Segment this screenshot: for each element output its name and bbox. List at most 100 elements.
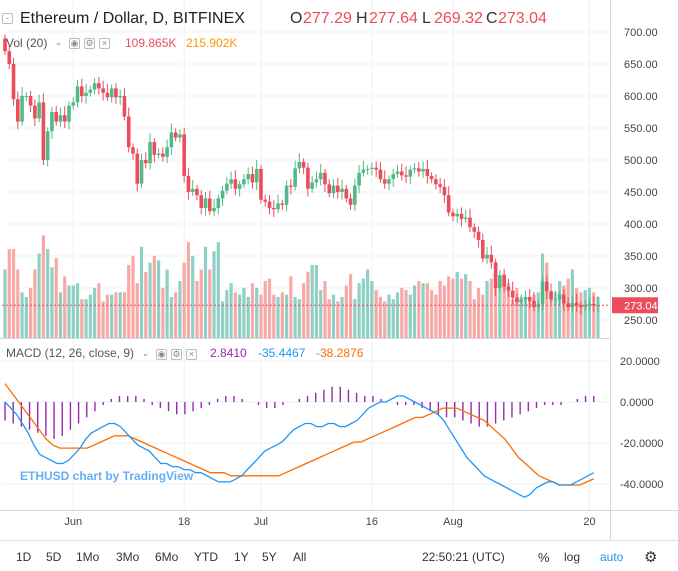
candle-body <box>387 179 391 184</box>
candle-body <box>122 96 127 117</box>
volume-bar <box>293 296 297 338</box>
auto-toggle[interactable]: auto <box>600 550 624 564</box>
volume-bar <box>336 301 340 338</box>
candle-body <box>412 168 417 170</box>
eye-icon[interactable]: ◉ <box>156 349 167 360</box>
volume-bar <box>528 296 532 338</box>
volume-bar <box>361 278 365 338</box>
gear-icon[interactable]: ⚙ <box>84 38 95 49</box>
candle-body <box>246 174 250 180</box>
volume-bar <box>519 296 523 338</box>
macd-tick-label: -20.0000 <box>620 438 663 450</box>
candle-body <box>165 147 169 157</box>
candle-body <box>374 167 378 170</box>
candle-body <box>472 227 477 232</box>
candle-body <box>591 304 596 306</box>
range-1y[interactable]: 1Y <box>234 550 249 564</box>
chevron-down-icon[interactable]: ⌄ <box>141 348 150 358</box>
candle-body <box>276 203 280 210</box>
candle-body <box>259 168 263 200</box>
volume-bar <box>442 285 447 338</box>
volume-bar <box>592 292 596 338</box>
range-1d[interactable]: 1D <box>16 550 32 564</box>
volume-bar <box>212 251 216 338</box>
volume-bar <box>327 299 331 338</box>
candle-body <box>540 281 545 304</box>
range-1mo[interactable]: 1Mo <box>76 550 100 564</box>
candle-body <box>408 169 413 177</box>
volume-bar <box>348 274 353 338</box>
volume-bar <box>447 276 451 338</box>
chevron-down-icon[interactable]: ⌄ <box>54 37 63 47</box>
volume-bar <box>438 280 442 338</box>
collapse-icon[interactable]: - <box>2 13 13 24</box>
candle-body <box>84 92 88 96</box>
low-value: 269.32 <box>434 10 483 27</box>
volume-bar <box>127 264 131 338</box>
volume-bar <box>37 253 41 338</box>
volume-bar <box>118 292 122 338</box>
volume-bar <box>302 283 306 338</box>
gear-icon[interactable]: ⚙ <box>171 349 182 360</box>
volume-bar <box>494 283 498 338</box>
volume-bar <box>536 292 540 338</box>
macd-value: -35.4467 <box>258 346 306 360</box>
volume-bar <box>289 276 293 338</box>
candle-body <box>135 153 140 184</box>
volume-bar <box>366 269 370 338</box>
eye-icon[interactable]: ◉ <box>69 38 80 49</box>
volume-bar <box>579 292 583 338</box>
candle-body <box>242 179 246 185</box>
close-icon[interactable]: × <box>99 38 110 49</box>
range-5y[interactable]: 5Y <box>262 550 277 564</box>
candle-body <box>353 185 357 205</box>
volume-bar <box>208 269 212 338</box>
candle-body <box>404 175 408 177</box>
range-all[interactable]: All <box>293 550 307 564</box>
utc-clock[interactable]: 22:50:21 (UTC) <box>422 550 505 564</box>
candle-body <box>331 185 336 194</box>
volume-bar <box>250 283 255 338</box>
volume-bar <box>54 258 58 338</box>
volume-legend-label[interactable]: Vol (20) <box>6 36 48 50</box>
candle-body <box>229 179 233 184</box>
candle-body <box>510 290 515 298</box>
candle-body <box>169 132 174 148</box>
percent-toggle[interactable]: % <box>538 550 550 565</box>
volume-bar <box>182 262 186 338</box>
range-3mo[interactable]: 3Mo <box>116 550 140 564</box>
candle-body <box>101 88 105 93</box>
volume-bar <box>58 292 63 338</box>
macd-legend-label[interactable]: MACD (12, 26, close, 9) <box>6 346 135 360</box>
close-icon[interactable]: × <box>186 349 197 360</box>
candle-body <box>126 116 131 148</box>
range-5d[interactable]: 5D <box>46 550 62 564</box>
candle-body <box>233 179 238 189</box>
candle-body <box>485 254 489 259</box>
candle-body <box>583 305 588 308</box>
candle-body <box>596 305 600 307</box>
volume-bar <box>20 292 24 338</box>
range-ytd[interactable]: YTD <box>194 550 218 564</box>
candle-body <box>263 199 268 202</box>
candle-body <box>237 184 242 189</box>
volume-bar <box>216 242 220 338</box>
candle-body <box>314 179 319 183</box>
time-tick-label: Jul <box>254 516 268 528</box>
volume-bar <box>220 301 225 338</box>
candle-body <box>79 86 84 96</box>
volume-bar <box>50 267 54 338</box>
candle-body <box>212 208 216 212</box>
volume-bar <box>434 294 438 338</box>
log-toggle[interactable]: log <box>564 550 581 564</box>
volume-bar <box>596 296 600 338</box>
macd-line <box>4 395 595 499</box>
candle-body <box>361 169 366 173</box>
range-6mo[interactable]: 6Mo <box>155 550 179 564</box>
volume-bar <box>225 290 229 338</box>
candle-body <box>344 188 349 199</box>
volume-bar <box>71 285 75 338</box>
gear-icon[interactable]: ⚙ <box>644 549 658 566</box>
symbol-title[interactable]: Ethereum / Dollar, D, BITFINEX <box>20 10 245 27</box>
